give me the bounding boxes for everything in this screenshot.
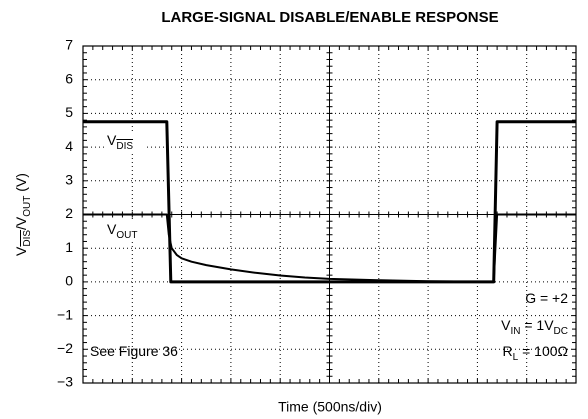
text-part: IN bbox=[510, 326, 520, 337]
y-tick-label: 7 bbox=[65, 37, 73, 53]
label-bg bbox=[104, 220, 146, 240]
y-tick-label: 0 bbox=[65, 273, 73, 289]
y-axis-label: VDIS/VOUT (V) bbox=[13, 173, 33, 256]
series-label: VOUT bbox=[107, 221, 137, 241]
annotation: G = +2 bbox=[525, 290, 568, 306]
text-part: V bbox=[13, 246, 29, 256]
text-part: OUT bbox=[116, 230, 137, 241]
y-tick-label: 1 bbox=[65, 239, 73, 255]
text-part: See Figure 36 bbox=[90, 343, 178, 359]
text-part: = 1V bbox=[520, 317, 554, 333]
x-axis-label: Time (500ns/div) bbox=[278, 399, 382, 415]
annotation: RL = 100Ω bbox=[503, 343, 568, 363]
annotation: VIN = 1VDC bbox=[501, 317, 568, 337]
text-part: DIS bbox=[116, 141, 133, 152]
series-label: VDIS bbox=[107, 132, 133, 152]
text-part: /V bbox=[13, 216, 29, 230]
text-part: R bbox=[503, 343, 513, 359]
text-part: V bbox=[107, 132, 117, 148]
text-part: V bbox=[501, 317, 511, 333]
text-part: DC bbox=[554, 326, 568, 337]
y-tick-label: −2 bbox=[57, 340, 73, 356]
text-part: = 100Ω bbox=[518, 343, 568, 359]
y-tick-label: 2 bbox=[65, 205, 73, 221]
y-tick-label: −3 bbox=[57, 374, 73, 390]
y-tick-label: 4 bbox=[65, 138, 73, 154]
text-part: L bbox=[513, 352, 519, 363]
label-bg bbox=[104, 131, 146, 151]
text-part: OUT bbox=[22, 196, 33, 217]
text-part: G = +2 bbox=[525, 290, 568, 306]
y-tick-label: 3 bbox=[65, 172, 73, 188]
y-tick-label: 5 bbox=[65, 104, 73, 120]
y-tick-label: 6 bbox=[65, 70, 73, 86]
chart-title: LARGE-SIGNAL DISABLE/ENABLE RESPONSE bbox=[161, 9, 498, 26]
text-part: (V) bbox=[13, 173, 29, 196]
series-line bbox=[83, 213, 576, 283]
series-line bbox=[83, 120, 576, 284]
text-part: V bbox=[107, 221, 117, 237]
annotation: See Figure 36 bbox=[90, 343, 178, 359]
y-tick-label: −1 bbox=[57, 306, 73, 322]
text-part: DIS bbox=[22, 230, 33, 247]
